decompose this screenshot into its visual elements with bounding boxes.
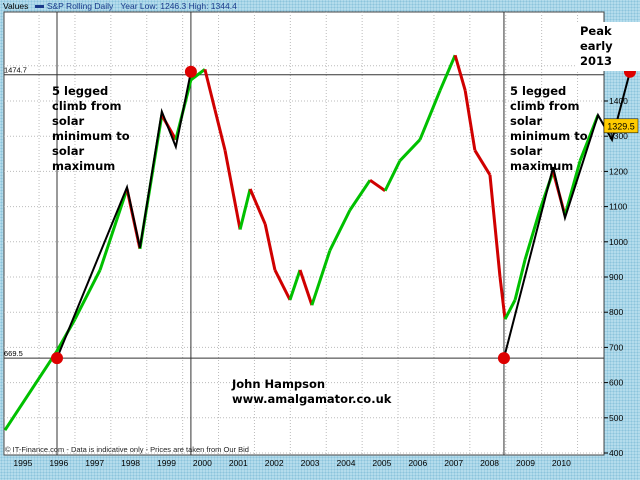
- wave-line: [56, 71, 192, 359]
- x-tick-label: 2003: [301, 458, 320, 468]
- price-segment: [73, 269, 102, 320]
- price-segment: [4, 350, 59, 431]
- price-segment: [298, 269, 314, 306]
- annotation-left: 5 legged climb from solar minimum to sol…: [52, 84, 130, 173]
- plot-layer: [4, 12, 604, 455]
- price-segment: [498, 276, 507, 320]
- red-dot-marker: [51, 352, 63, 365]
- annotation-right: 5 legged climb from solar minimum to sol…: [510, 84, 588, 173]
- price-segment: [513, 259, 527, 301]
- x-tick-label: 2009: [516, 458, 535, 468]
- x-tick-label: 1997: [85, 458, 104, 468]
- price-segment: [503, 299, 517, 320]
- y-tick-label: 900: [609, 272, 623, 282]
- last-value-label: 1329.5: [607, 121, 635, 131]
- last-value-box: [603, 118, 639, 134]
- price-segment: [223, 149, 242, 230]
- annotation-peak: Peak early 2013: [576, 22, 640, 71]
- price-segment: [398, 138, 422, 162]
- price-segment: [310, 250, 332, 306]
- price-segment: [328, 209, 352, 252]
- x-tick-label: 1996: [49, 458, 68, 468]
- x-tick-label: 2007: [444, 458, 463, 468]
- price-segment: [438, 54, 457, 92]
- x-tick-label: 1998: [121, 458, 140, 468]
- price-segment: [463, 90, 477, 151]
- price-segment: [523, 209, 542, 260]
- price-segment: [288, 269, 302, 301]
- chart-header: Values S&P Rolling Daily Year Low: 1246.…: [3, 1, 237, 11]
- y-tick-label: 1200: [609, 166, 628, 176]
- year-range: Year Low: 1246.3 High: 1344.4: [120, 1, 237, 11]
- level-label: 669.5: [4, 349, 23, 358]
- price-segment: [453, 54, 467, 91]
- red-dot-marker: [497, 352, 510, 365]
- values-label: Values: [3, 1, 29, 11]
- y-tick-label: 1000: [609, 237, 628, 247]
- level-label: 1474.7: [4, 66, 27, 75]
- price-segment: [348, 179, 372, 211]
- y-tick-label: 500: [609, 413, 623, 423]
- x-tick-label: 2006: [408, 458, 427, 468]
- price-segment: [273, 269, 292, 301]
- y-tick-label: 1300: [609, 131, 628, 141]
- y-tick-label: 400: [609, 448, 623, 458]
- y-tick-label: 800: [609, 307, 623, 317]
- legend-series: S&P Rolling Daily: [46, 1, 114, 11]
- price-segment: [98, 188, 129, 271]
- price-segment: [248, 188, 267, 225]
- price-segment: [473, 149, 492, 176]
- x-tick-label: 2000: [193, 458, 212, 468]
- y-tick-label: 700: [609, 342, 623, 352]
- price-segment: [190, 68, 206, 82]
- price-segment: [563, 160, 582, 216]
- price-segment: [238, 188, 252, 230]
- price-segment: [488, 174, 502, 278]
- x-tick-label: 2001: [229, 458, 248, 468]
- red-dot-marker: [184, 65, 197, 78]
- price-segment: [369, 178, 386, 192]
- y-tick-label: 1100: [609, 202, 628, 212]
- x-tick-label: 2004: [337, 458, 356, 468]
- x-tick-label: 2010: [552, 458, 571, 468]
- x-tick-label: 2008: [480, 458, 499, 468]
- price-segment: [203, 68, 217, 111]
- author-credit: John Hampson www.amalgamator.co.uk: [232, 377, 392, 406]
- price-segment: [383, 160, 402, 192]
- x-tick-label: 1999: [157, 458, 176, 468]
- price-segment: [263, 223, 277, 271]
- x-tick-label: 2005: [372, 458, 391, 468]
- x-tick-label: 2002: [265, 458, 284, 468]
- y-tick-label: 600: [609, 378, 623, 388]
- price-segment: [418, 89, 442, 141]
- y-tick-label: 1400: [609, 96, 628, 106]
- footer-disclaimer: © IT-Finance.com - Data is indicative on…: [5, 445, 249, 454]
- x-tick-label: 1995: [13, 458, 32, 468]
- legend-swatch: [35, 5, 45, 9]
- price-segment: [213, 109, 227, 151]
